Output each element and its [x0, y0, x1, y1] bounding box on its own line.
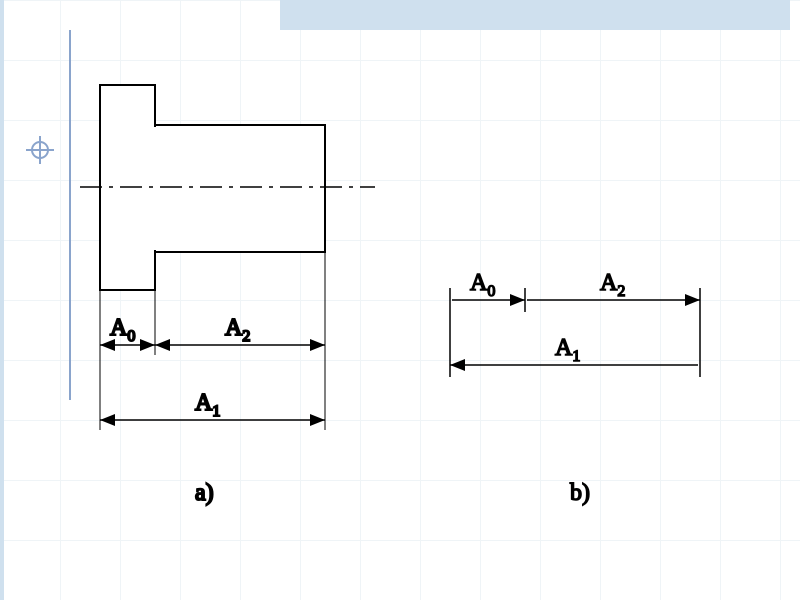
chain-a0-label: A0 — [470, 270, 495, 300]
shaft-rect — [155, 125, 325, 252]
dim-a0: A0 — [100, 315, 155, 345]
figure-a: A0 A2 A1 a) — [80, 85, 375, 506]
dim-a1-label: A1 — [195, 390, 220, 420]
figure-b-caption: b) — [570, 480, 590, 506]
chain-a2-label: A2 — [600, 270, 625, 300]
dim-a1: A1 — [100, 390, 325, 420]
dim-a2: A2 — [155, 315, 325, 345]
dim-a2-label: A2 — [225, 315, 250, 345]
dim-a0-label: A0 — [110, 315, 135, 345]
figure-a-caption: a) — [195, 480, 214, 506]
figure-b: A0 A2 A1 b) — [450, 270, 700, 506]
diagram-stage: A0 A2 A1 a) A0 — [0, 0, 800, 600]
chain-a1-label: A1 — [555, 335, 580, 365]
target-icon — [26, 136, 54, 164]
